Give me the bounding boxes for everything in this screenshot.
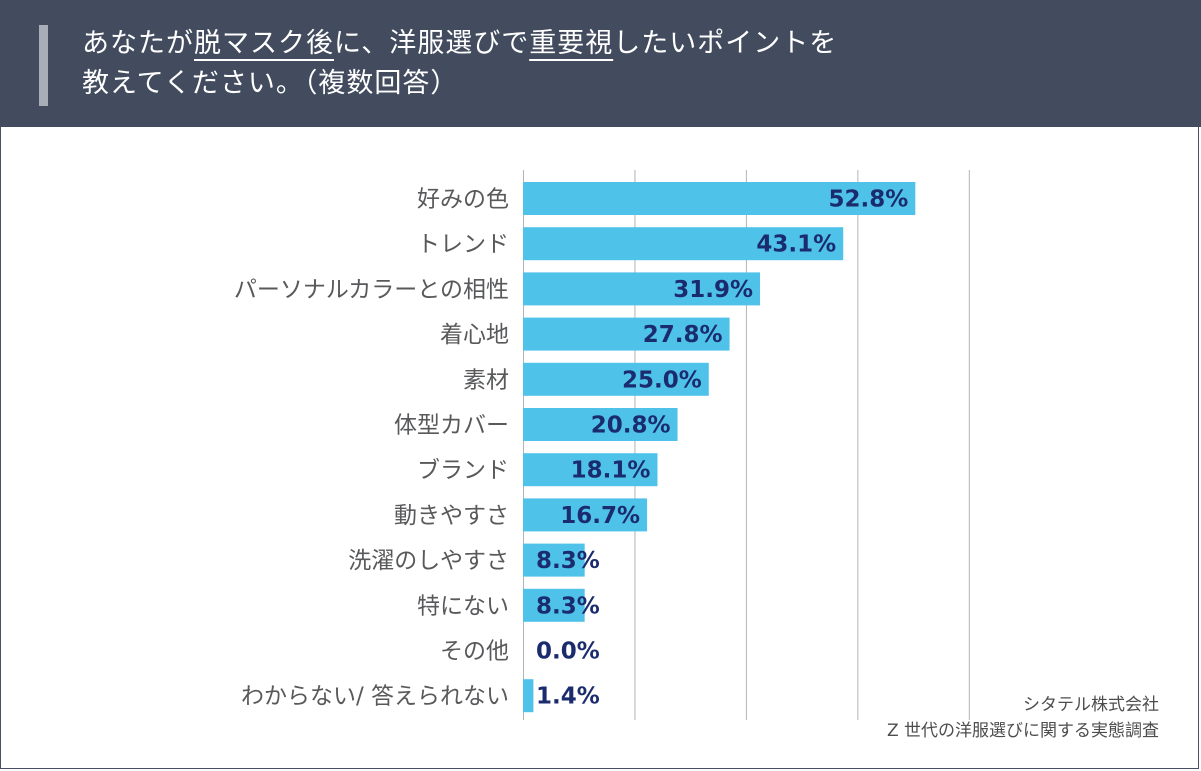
category-label: 特にない [417,593,509,619]
value-label: 31.9% [673,277,753,303]
value-label: 8.3% [536,593,600,619]
source-survey: Z 世代の洋服選びに関する実態調査 [886,721,1159,741]
value-label: 52.8% [829,187,909,213]
category-label: 体型カバー [394,413,509,439]
category-label: トレンド [417,232,509,258]
header-banner: あなたが脱マスク後に、洋服選びで重要視したいポイントを 教えてください。（複数回… [0,0,1201,127]
value-label: 43.1% [756,232,836,258]
source-note: シタテル株式会社 Z 世代の洋服選びに関する実態調査 [887,692,1159,744]
bar [523,498,648,532]
bar [523,362,709,396]
category-label: 素材 [463,367,509,393]
bar [523,317,730,351]
header-accent-bar [39,25,48,106]
bar [523,588,585,622]
category-label: わからない/ 答えられない [241,684,509,710]
title-part: に、洋服選びで [334,28,530,59]
category-label: 着心地 [440,322,509,348]
value-label: 25.0% [622,367,702,393]
bar [523,227,844,261]
value-label: 0.0% [536,639,600,665]
value-label: 8.3% [536,548,600,574]
bar [523,408,678,441]
bar [523,679,534,713]
bar [523,453,658,487]
category-label: 好みの色 [417,187,509,213]
value-label: 20.8% [591,413,671,439]
title-part: あなたが [82,28,194,59]
bar [523,182,916,215]
title-line-2: 教えてください。（複数回答） [82,68,459,99]
title-underlined-part: 脱マスク後 [194,28,334,59]
category-label: 洗濯のしやすさ [348,548,509,574]
bar [523,543,585,577]
category-label: 動きやすさ [394,503,509,529]
title-underlined-part: 重要視 [529,28,614,59]
category-label: パーソナルカラーとの相性 [234,277,509,303]
question-title: あなたが脱マスク後に、洋服選びで重要視したいポイントを 教えてください。（複数回… [82,24,1162,104]
category-label: ブランド [417,458,509,484]
value-label: 16.7% [560,503,640,529]
value-label: 18.1% [571,458,651,484]
bar [523,272,761,306]
source-company: シタテル株式会社 [1023,695,1159,715]
value-label: 27.8% [643,322,723,348]
value-label: 1.4% [536,684,600,710]
category-label: その他 [440,639,509,665]
title-part: したいポイントを [613,28,838,59]
